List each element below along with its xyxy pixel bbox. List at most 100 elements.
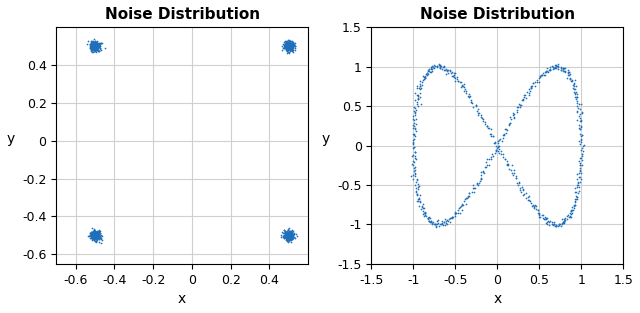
Point [90,238,100,243]
Point [88,45,99,50]
Point [284,229,294,234]
Point [284,231,294,236]
Point [279,233,289,238]
Point [468,185,479,190]
Point [418,206,428,211]
Point [284,39,294,44]
Point [488,134,498,139]
Point [483,156,493,162]
Point [413,86,424,91]
Point [493,143,504,148]
Point [549,65,559,70]
Point [577,151,587,156]
Point [282,41,292,46]
Point [281,231,291,236]
Point [89,44,99,49]
Point [282,48,292,53]
Point [90,44,100,49]
Point [280,45,291,50]
Point [526,200,536,205]
Point [88,233,99,239]
Point [87,44,97,49]
Point [92,44,102,49]
Point [430,222,440,227]
Point [408,146,419,151]
Point [286,41,296,46]
Point [429,221,440,226]
Point [504,167,514,172]
Point [287,40,298,45]
Point [88,44,98,49]
Point [490,140,500,145]
Point [284,42,294,47]
Point [408,144,419,149]
Point [575,134,586,139]
Point [450,70,460,75]
Point [282,233,292,238]
Point [557,65,568,70]
Point [91,41,101,46]
Point [93,44,103,49]
Point [90,44,100,49]
Point [281,234,291,239]
Point [534,74,545,79]
Point [93,235,103,240]
Point [90,47,100,52]
Point [87,45,97,50]
Point [452,74,462,80]
Point [282,232,292,237]
Point [88,39,98,44]
Point [291,234,301,239]
Point [280,45,290,50]
Point [286,45,296,50]
Point [92,232,102,237]
X-axis label: x: x [493,292,501,306]
Point [89,42,99,47]
Point [91,41,101,46]
Point [286,231,296,236]
Point [88,42,99,47]
Point [94,231,104,236]
Point [89,47,99,52]
Point [92,45,102,50]
Point [93,44,104,49]
Point [88,235,99,240]
Point [559,66,570,71]
Point [279,39,289,44]
Point [90,228,100,233]
Point [87,235,97,240]
Point [412,93,422,98]
Point [88,47,99,52]
Point [88,43,99,48]
Point [285,42,295,47]
Point [282,46,292,51]
Point [88,233,98,239]
Point [285,43,296,48]
Point [283,233,293,239]
Point [90,230,100,235]
Point [283,44,293,49]
Point [445,215,456,220]
Point [88,46,98,51]
Point [284,43,294,48]
Point [284,238,294,243]
Point [88,39,98,44]
Point [285,231,296,236]
Point [281,232,291,237]
Point [518,95,529,100]
Point [562,214,572,219]
Point [290,44,300,49]
Point [460,89,470,94]
Point [500,157,511,162]
Point [91,40,101,45]
X-axis label: x: x [178,292,186,306]
Point [572,91,582,96]
Point [92,44,102,49]
Point [289,231,300,236]
Point [92,233,102,238]
Point [92,46,102,51]
Point [88,48,99,53]
Point [284,45,294,50]
Point [285,44,296,49]
Point [90,235,100,240]
